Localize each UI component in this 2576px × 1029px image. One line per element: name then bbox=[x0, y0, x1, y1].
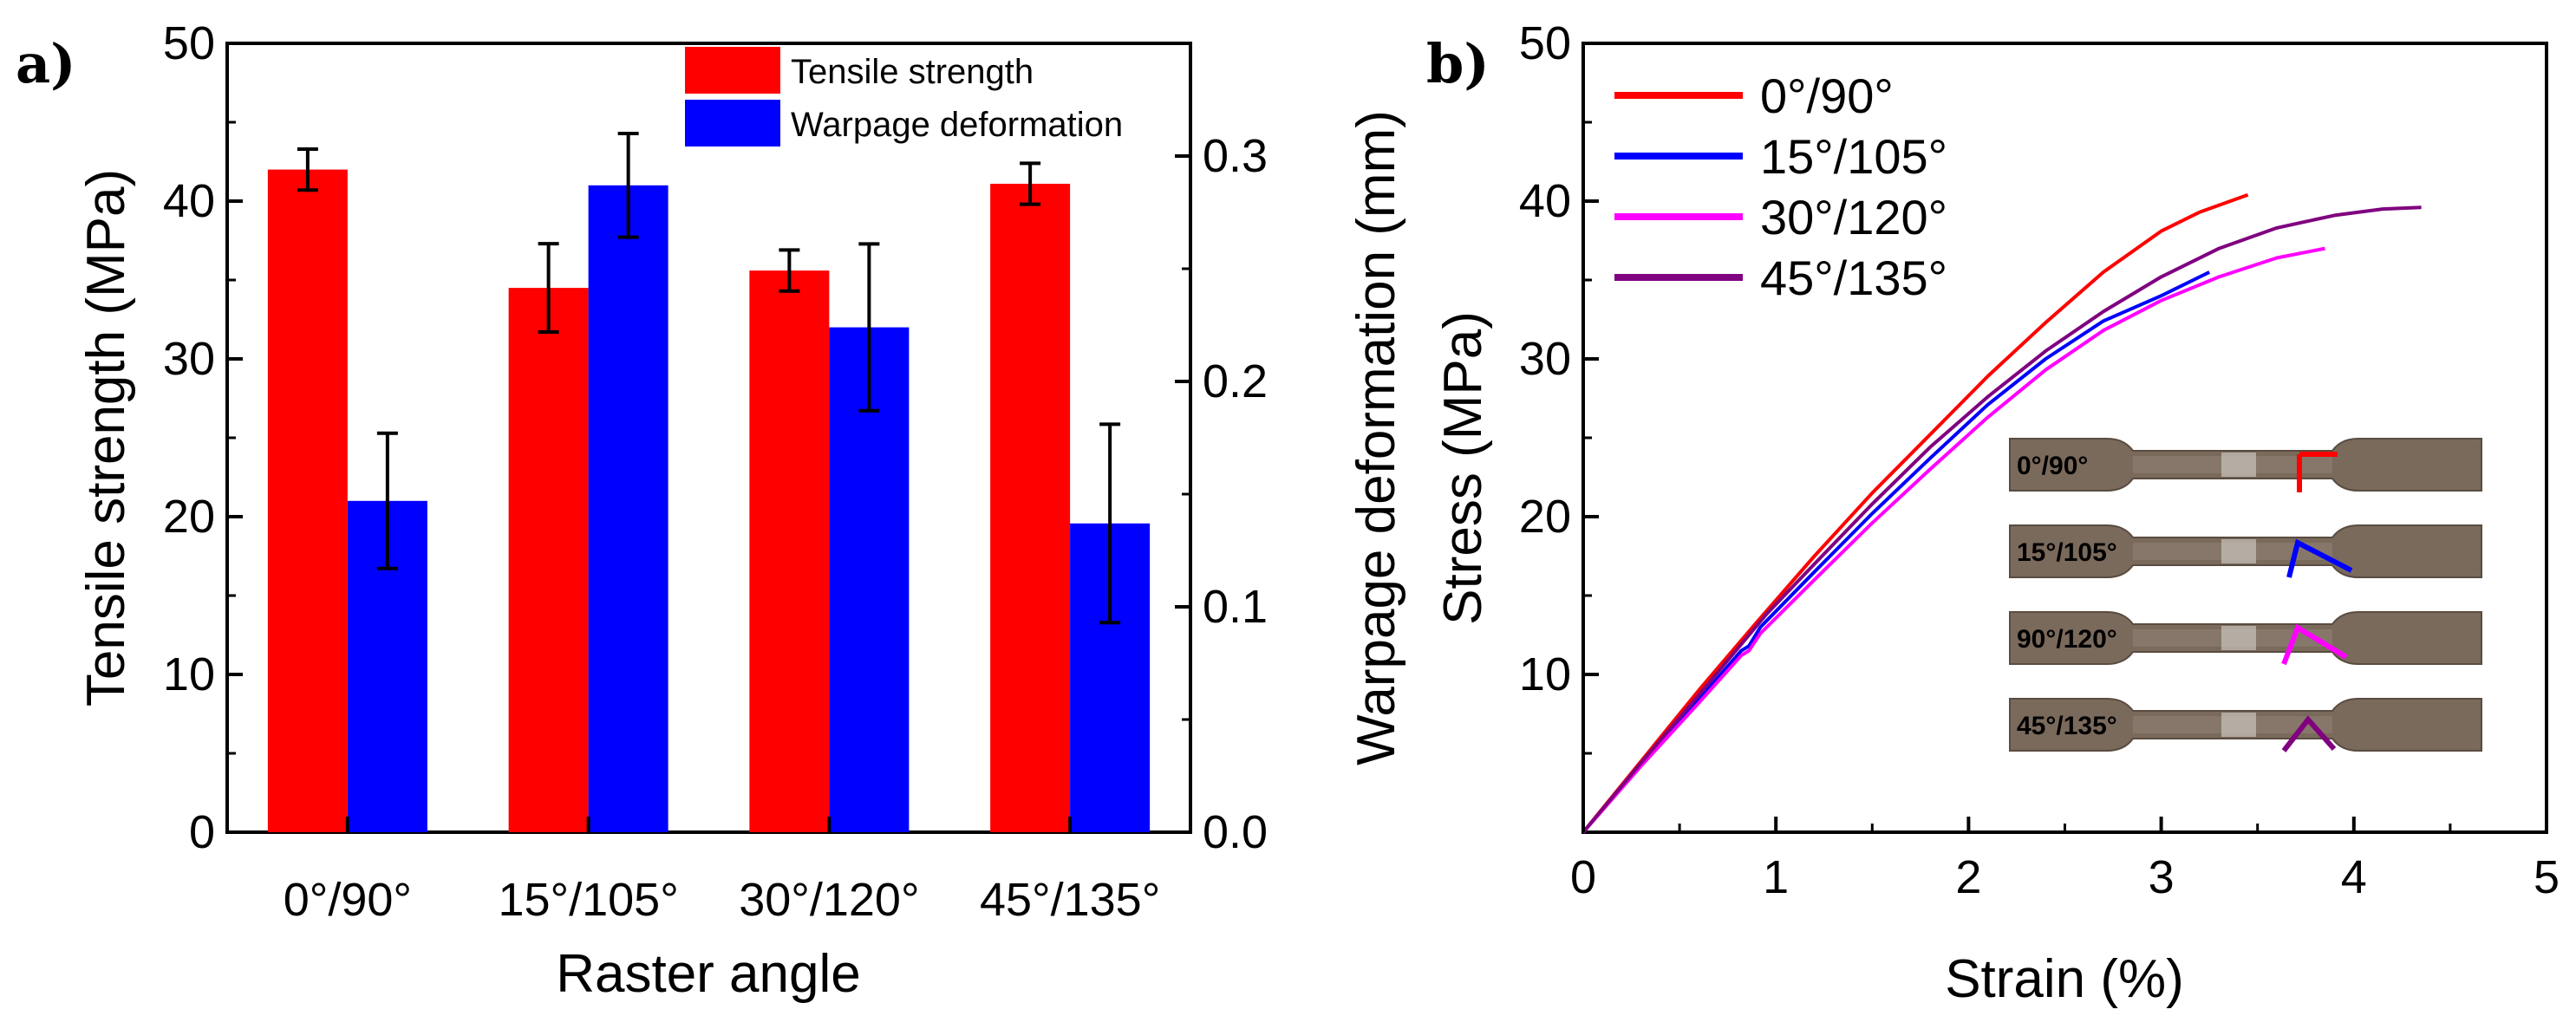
legend-label-3: 30°/120° bbox=[1760, 190, 1947, 244]
panel-b-line-chart: b) 10 20 30 40 50 0 1 2 3 4 5 Stress (MPa) Strain… bbox=[1426, 17, 2560, 1009]
left-tick-label: 0 bbox=[189, 806, 215, 858]
legend-label-4: 45°/135° bbox=[1760, 251, 1947, 305]
panel-b-x-axis-ticks: 0 1 2 3 4 5 bbox=[1570, 817, 2560, 903]
x-tick-label: 15°/105° bbox=[498, 874, 678, 926]
x-tick-label: 4 bbox=[2341, 851, 2367, 903]
stress-strain-line-4 bbox=[1581, 205, 2422, 834]
raster-marker-icon bbox=[2281, 715, 2337, 752]
x-tick-label: 1 bbox=[1763, 851, 1789, 903]
specimen-label: 15°/105° bbox=[2017, 538, 2117, 567]
stress-strain-line-2 bbox=[1581, 270, 2211, 834]
left-tick-label: 30 bbox=[163, 333, 215, 385]
panel-a-bars bbox=[267, 132, 1151, 833]
stress-strain-line-3 bbox=[1581, 246, 2325, 834]
tensile-bar-3 bbox=[749, 270, 830, 833]
left-tick-label: 50 bbox=[163, 17, 215, 69]
right-tick-label: 0.2 bbox=[1203, 355, 1268, 407]
panel-b-label: b) bbox=[1426, 32, 1490, 95]
raster-marker-icon bbox=[2281, 623, 2348, 666]
panel-a-x-axis-ticks: 0°/90° 15°/105° 30°/120° 45°/135° bbox=[284, 817, 1160, 926]
panel-b-legend: 0°/90° 15°/105° 30°/120° 45°/135° bbox=[1614, 68, 1947, 305]
specimen-fracture bbox=[2221, 539, 2256, 563]
specimen-list: 0°/90° 15°/105° 90°/120° 45°/135° bbox=[2009, 438, 2482, 752]
panel-a-bar-chart: a) 0 10 20 30 40 50 0.0 0.1 0.2 0.3 0°/90° 15°/10… bbox=[16, 17, 1406, 1004]
y-tick-label: 20 bbox=[1519, 491, 1571, 543]
panel-a-label: a) bbox=[16, 32, 76, 95]
panel-a-left-axis-ticks: 0 10 20 30 40 50 bbox=[163, 17, 243, 858]
y-tick-label: 30 bbox=[1519, 333, 1571, 385]
stress-strain-line-1 bbox=[1581, 192, 2249, 834]
left-tick-label: 10 bbox=[163, 648, 215, 700]
y-tick-label: 10 bbox=[1519, 648, 1571, 700]
panel-b-y-axis-title: Stress (MPa) bbox=[1433, 311, 1493, 625]
right-tick-label: 0.0 bbox=[1203, 806, 1268, 858]
panel-a-y2-axis-title: Warpage deformation (mm) bbox=[1347, 110, 1406, 765]
y-tick-label: 40 bbox=[1519, 175, 1571, 227]
legend-label-warpage: Warpage deformation bbox=[791, 106, 1123, 144]
tensile-bar-1 bbox=[267, 169, 348, 833]
left-tick-label: 40 bbox=[163, 175, 215, 227]
panel-b-lines bbox=[1581, 192, 2422, 834]
legend-label-1: 0°/90° bbox=[1760, 68, 1894, 123]
x-tick-label: 30°/120° bbox=[739, 874, 919, 926]
x-tick-label: 3 bbox=[2149, 851, 2175, 903]
specimen-label: 45°/135° bbox=[2017, 712, 2117, 740]
specimen-4: 45°/135° bbox=[2009, 698, 2482, 752]
raster-marker-icon bbox=[2297, 452, 2338, 492]
specimen-3: 90°/120° bbox=[2009, 611, 2482, 666]
y-tick-label: 50 bbox=[1519, 17, 1571, 69]
specimen-fracture bbox=[2221, 453, 2256, 477]
specimen-fracture bbox=[2221, 626, 2256, 650]
left-tick-label: 20 bbox=[163, 491, 215, 543]
panel-b-x-axis-title: Strain (%) bbox=[1945, 949, 2184, 1009]
specimen-fracture bbox=[2221, 713, 2256, 737]
x-tick-label: 0°/90° bbox=[284, 874, 412, 926]
specimen-label: 0°/90° bbox=[2017, 452, 2088, 480]
legend-label-tensile: Tensile strength bbox=[791, 53, 1034, 91]
raster-marker-icon bbox=[2286, 538, 2353, 578]
legend-swatch-warpage bbox=[685, 100, 780, 147]
tensile-bar-2 bbox=[508, 288, 589, 833]
specimen-1: 0°/90° bbox=[2009, 438, 2482, 492]
specimen-inset: 0°/90° 15°/105° 90°/120° 45°/135° bbox=[2003, 429, 2488, 776]
specimen-label: 90°/120° bbox=[2017, 625, 2117, 654]
x-tick-label: 45°/135° bbox=[980, 874, 1160, 926]
tensile-bar-4 bbox=[990, 183, 1071, 833]
warpage-bar-2 bbox=[588, 185, 668, 833]
panel-b-y-axis-ticks: 10 20 30 40 50 bbox=[1519, 17, 1599, 755]
panel-a-right-axis-ticks: 0.0 0.1 0.2 0.3 bbox=[1175, 130, 1268, 858]
right-tick-label: 0.1 bbox=[1203, 581, 1268, 633]
legend-swatch-tensile bbox=[685, 47, 780, 94]
x-tick-label: 2 bbox=[1955, 851, 1981, 903]
right-tick-label: 0.3 bbox=[1203, 130, 1268, 182]
x-tick-label: 5 bbox=[2534, 851, 2560, 903]
specimen-2: 15°/105° bbox=[2009, 524, 2482, 578]
panel-a-legend: Tensile strength Warpage deformation bbox=[685, 47, 1123, 147]
legend-label-2: 15°/105° bbox=[1760, 129, 1947, 184]
panel-a-x-axis-title: Raster angle bbox=[556, 944, 861, 1004]
panel-a-y-axis-title: Tensile strength (MPa) bbox=[76, 169, 136, 707]
x-tick-label: 0 bbox=[1570, 851, 1596, 903]
